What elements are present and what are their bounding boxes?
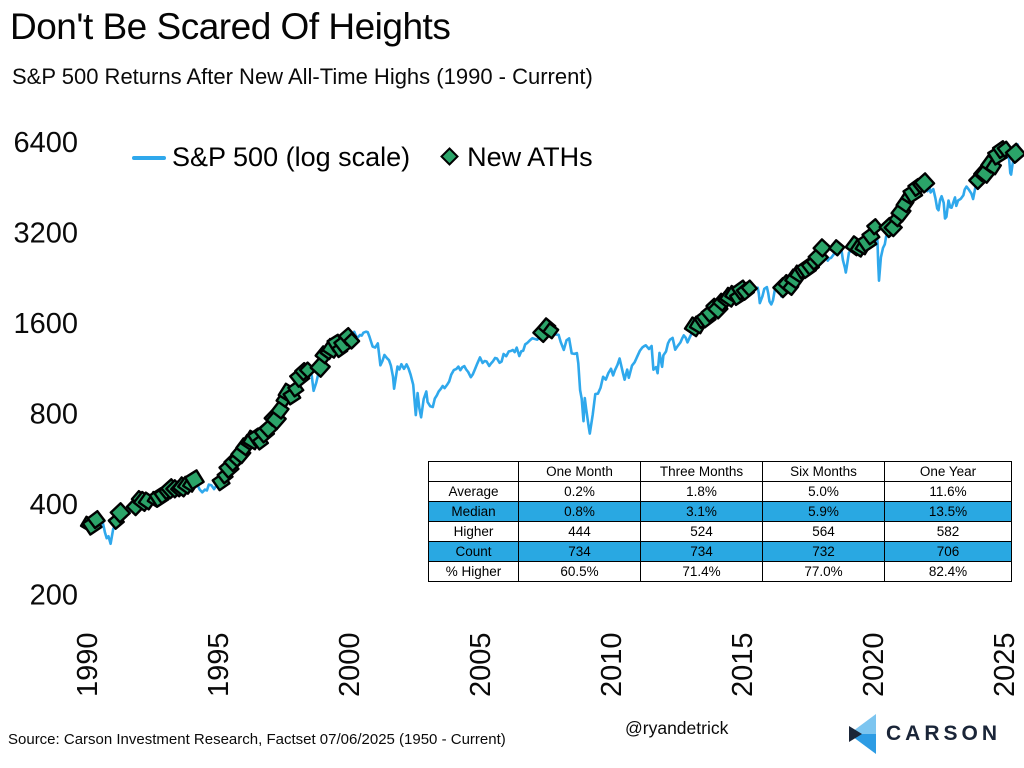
table-header-cell: One Month [518,461,641,482]
page-subtitle: S&P 500 Returns After New All-Time Highs… [12,64,593,89]
x-axis-tick: 2000 [334,632,366,697]
table-cell: 13.5% [884,501,1012,522]
table-cell: 564 [762,521,885,542]
ath-marker [812,238,832,258]
table-row: % Higher 60.5% 71.4% 77.0% 82.4% [428,561,1012,582]
table-cell: 732 [762,541,885,562]
ath-diamond-icon [440,142,460,173]
page-title: Don't Be Scared Of Heights [10,6,451,47]
table-row: Median 0.8% 3.1% 5.9% 13.5% [428,501,1012,522]
returns-table: One Month Three Months Six Months One Year … [428,461,1012,582]
table-cell: 71.4% [640,561,763,582]
table-cell: 444 [518,521,641,542]
y-axis-tick: 800 [30,399,78,431]
ath-marker [828,239,846,257]
returns-table-body: Average 0.2% 1.8% 5.0% 11.6% Median 0.8% 3.1% 5.… [428,481,1012,582]
table-row: Average 0.2% 1.8% 5.0% 11.6% [428,481,1012,502]
x-axis-tick: 2005 [465,632,497,697]
table-cell: 582 [884,521,1012,542]
table-cell: 0.2% [518,481,641,502]
legend-sp500-label: S&P 500 (log scale) [172,142,411,172]
table-header-cell: Six Months [762,461,885,482]
table-header-cell [428,461,519,482]
table-cell: 11.6% [884,481,1012,502]
table-row-label: Average [428,481,519,502]
author-handle: @ryandetrick [625,718,729,738]
ath-marker [542,322,560,340]
y-axis-tick: 6400 [13,127,78,159]
y-axis-tick: 400 [30,489,78,521]
table-row-label: Median [428,501,519,522]
ath-marker [740,279,758,297]
returns-table-header: One Month Three Months Six Months One Year [428,461,1012,482]
carson-wordmark: CARSON [886,722,1002,745]
x-axis-tick: 2020 [858,632,890,697]
table-cell: 82.4% [884,561,1012,582]
table-cell: 524 [640,521,763,542]
table-cell: 5.9% [762,501,885,522]
table-cell: 1.8% [640,481,763,502]
table-row: Count 734 734 732 706 [428,541,1012,562]
carson-logo: CARSON [846,712,1001,756]
legend-ath-label: New ATHs [467,142,593,172]
x-axis-tick: 2010 [596,632,628,697]
table-header-row: One Month Three Months Six Months One Year [428,461,1012,482]
table-cell: 77.0% [762,561,885,582]
x-axis-tick: 2025 [989,632,1021,697]
ath-marker [342,332,361,350]
table-row-label: Higher [428,521,519,542]
table-header-cell: Three Months [640,461,763,482]
x-axis-tick: 1990 [72,632,104,697]
table-cell: 3.1% [640,501,763,522]
table-cell: 60.5% [518,561,641,582]
ath-marker [913,172,936,194]
ath-marker [183,469,205,491]
table-header-cell: One Year [884,461,1012,482]
table-cell: 734 [640,541,763,562]
x-axis-tick: 2015 [727,632,759,697]
table-row: Higher 444 524 564 582 [428,521,1012,542]
ath-marker [866,218,884,236]
table-row-label: Count [428,541,519,562]
source-note: Source: Carson Investment Research, Fact… [8,731,506,748]
y-axis-tick: 200 [30,580,78,612]
legend: S&P 500 (log scale) New ATHs [132,142,593,173]
ath-marker [86,509,106,530]
table-cell: 734 [518,541,641,562]
x-axis-tick: 1995 [203,632,235,697]
y-axis-tick: 3200 [13,218,78,250]
table-cell: 706 [884,541,1012,562]
ath-marker [109,502,131,524]
ath-marker [1004,142,1024,164]
table-cell: 0.8% [518,501,641,522]
ath-markers [79,140,1024,536]
table-cell: 5.0% [762,481,885,502]
carson-chevron-icon [849,714,876,754]
y-axis-tick: 1600 [13,308,78,340]
sp500-line-icon [132,155,166,160]
table-row-label: % Higher [428,561,519,582]
